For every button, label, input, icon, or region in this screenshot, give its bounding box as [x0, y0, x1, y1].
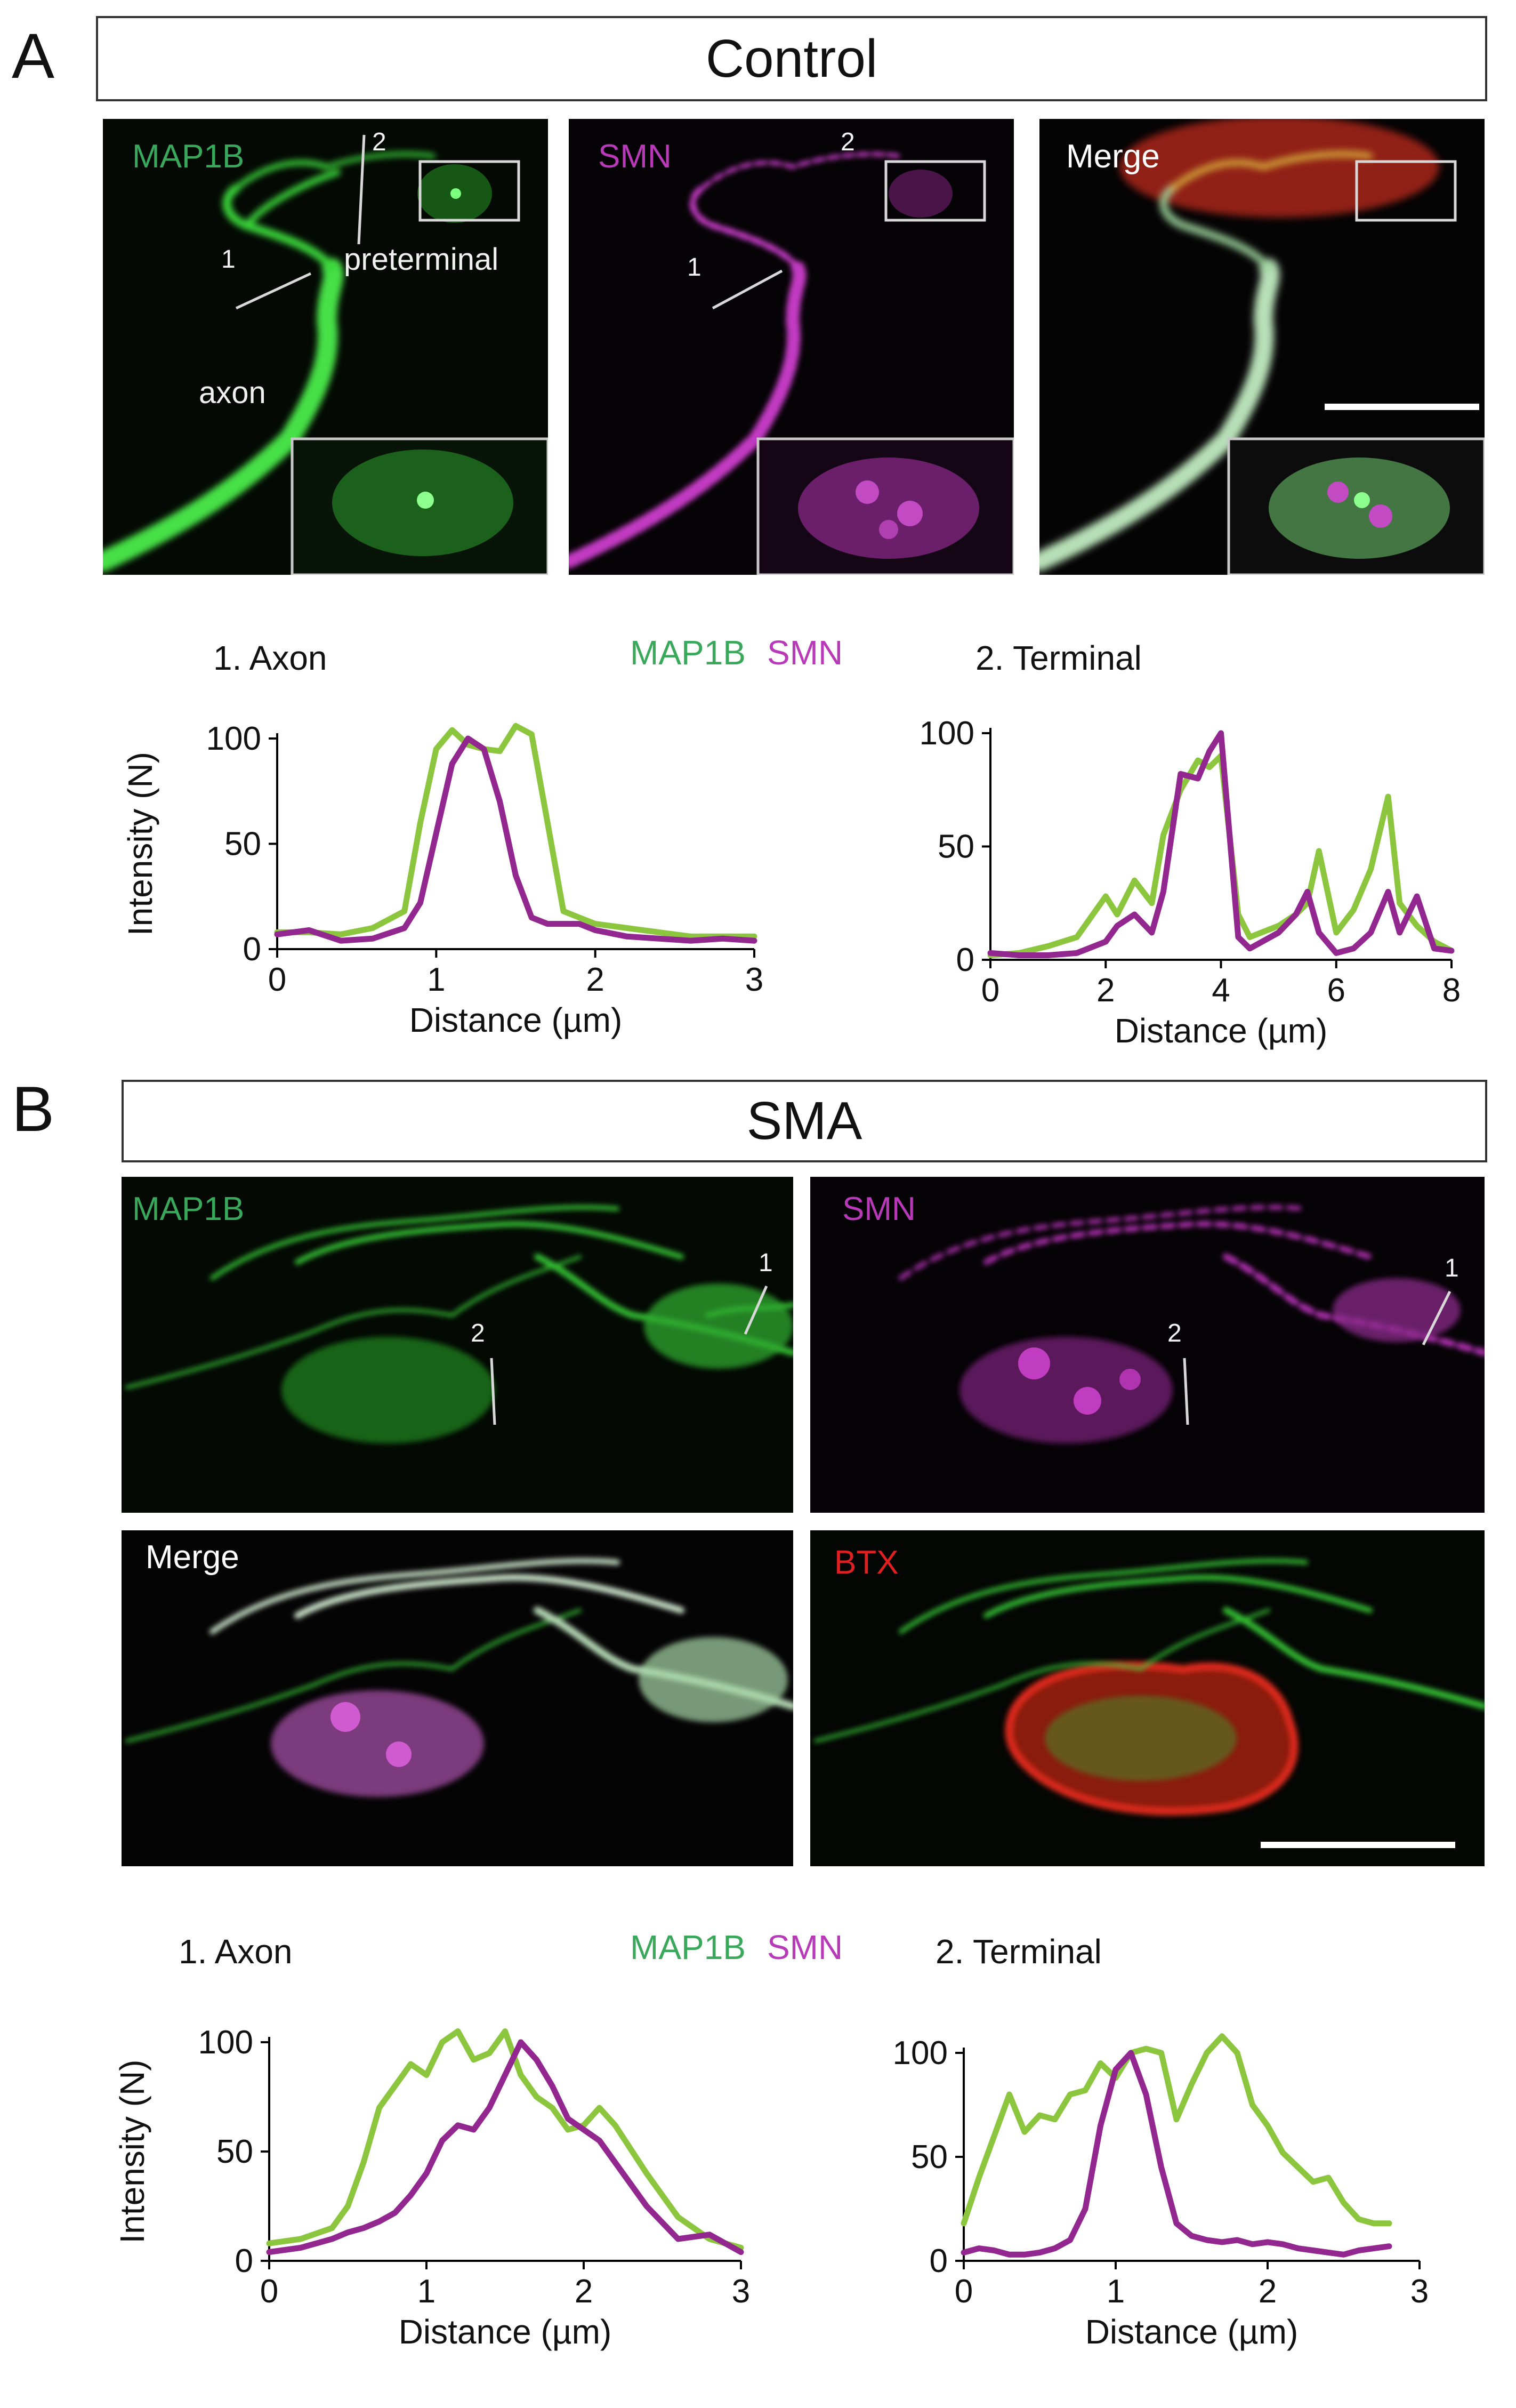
legend-a-smn: SMN	[767, 633, 843, 672]
panel-b-title: SMA	[122, 1080, 1487, 1162]
chart-3-ytick-label: 100	[893, 2035, 948, 2072]
channel-label-merge-b: Merge	[146, 1539, 239, 1576]
micrograph-a-merge: Merge	[1039, 119, 1485, 575]
chart-2-series-smn	[266, 2039, 744, 2256]
micrograph-b-map1b-art	[122, 1177, 793, 1513]
channel-label-smn-a: SMN	[598, 138, 672, 175]
legend-b: MAP1B SMN	[630, 1930, 864, 1964]
chart-1-xtick-label: 8	[1442, 972, 1461, 1009]
chart-2-xtick-label: 1	[417, 2273, 436, 2310]
line-label-1-a-smn: 1	[687, 253, 701, 282]
chart-2-xtick-label: 3	[732, 2273, 750, 2310]
micrograph-b-btx: BTX	[810, 1530, 1485, 1866]
chart-1-ytick-label: 50	[938, 829, 974, 865]
chart-1-series-map1b	[987, 753, 1455, 958]
chart-2-ytick-label: 100	[198, 2024, 253, 2061]
chart-2-xlabel: Distance (µm)	[399, 2313, 612, 2351]
line-label-2-b-smn: 2	[1167, 1319, 1182, 1347]
chart-2-ytick-label: 50	[216, 2133, 253, 2170]
line-label-1-a: 1	[221, 245, 236, 274]
chart-2-ylabel: Intensity (N)	[113, 2060, 151, 2244]
micrograph-a-smn-art	[569, 119, 1014, 575]
plot-title-b-axon: 1. Axon	[179, 1932, 293, 1971]
chart-0-series-smn	[274, 735, 757, 944]
chart-1-xlabel: Distance (µm)	[1115, 1012, 1328, 1050]
chart-2-ytick-label: 0	[235, 2243, 253, 2279]
channel-label-btx-b: BTX	[834, 1544, 899, 1581]
chart-0-xtick-label: 0	[268, 961, 286, 998]
plot-title-a-terminal: 2. Terminal	[975, 639, 1142, 677]
micrograph-b-smn-art	[810, 1177, 1485, 1513]
chart-1-xtick-label: 4	[1212, 972, 1230, 1009]
chart-0-ytick-label: 50	[224, 826, 261, 863]
micrograph-b-merge: Merge	[122, 1530, 793, 1866]
chart-0-xtick-label: 3	[745, 961, 763, 998]
chart-3-xtick-label: 0	[955, 2273, 973, 2310]
chart-1-xtick-label: 2	[1096, 972, 1115, 1009]
line-label-2-a: 2	[372, 128, 386, 156]
micrograph-a-merge-art	[1039, 119, 1485, 575]
micrograph-a-map1b: MAP1B 2 1 preterminal axon	[103, 119, 548, 575]
micrograph-a-map1b-art	[103, 119, 548, 575]
channel-label-merge-a: Merge	[1066, 138, 1160, 175]
chart-1-ytick-label: 0	[956, 942, 974, 978]
chart-0-xlabel: Distance (µm)	[409, 1001, 623, 1039]
channel-label-smn-b: SMN	[842, 1191, 916, 1227]
chart-1-xtick-label: 0	[981, 972, 999, 1009]
line-label-2-b: 2	[471, 1319, 485, 1347]
legend-b-map1b: MAP1B	[630, 1928, 746, 1966]
chart-2-xtick-label: 0	[260, 2273, 278, 2310]
preterminal-label: preterminal	[344, 242, 499, 277]
chart-3-ytick-label: 50	[911, 2139, 948, 2176]
chart-0-ytick-label: 0	[243, 931, 261, 968]
micrograph-b-map1b: MAP1B 2 1	[122, 1177, 793, 1513]
micrograph-a-smn: SMN 2 1	[569, 119, 1014, 575]
chart-3-xlabel: Distance (µm)	[1085, 2313, 1299, 2351]
legend-a-map1b: MAP1B	[630, 633, 746, 672]
chart-2-series-map1b	[266, 2028, 744, 2251]
chart-1-xtick-label: 6	[1327, 972, 1345, 1009]
plot-title-b-terminal: 2. Terminal	[936, 1932, 1102, 1971]
axon-label: axon	[199, 375, 266, 410]
panel-b-letter: B	[12, 1073, 55, 1145]
chart-3-xtick-label: 2	[1259, 2273, 1277, 2310]
chart-0-xtick-label: 2	[586, 961, 604, 998]
chart-3-series-map1b	[961, 2033, 1392, 2227]
channel-label-map1b-a: MAP1B	[132, 138, 245, 175]
micrograph-b-smn: SMN 2 1	[810, 1177, 1485, 1513]
chart-3-xtick-label: 3	[1410, 2273, 1429, 2310]
chart-1-ytick-label: 100	[920, 715, 974, 752]
chart-0-ylabel: Intensity (N)	[121, 752, 159, 936]
micrograph-b-btx-art	[810, 1530, 1485, 1866]
chart-0-ytick-label: 100	[206, 720, 261, 757]
chart-3-xtick-label: 1	[1107, 2273, 1125, 2310]
line-label-1-b: 1	[759, 1249, 773, 1277]
legend-b-smn: SMN	[767, 1928, 843, 1966]
chart-2-xtick-label: 2	[575, 2273, 593, 2310]
plot-title-a-axon: 1. Axon	[213, 639, 327, 677]
micrograph-b-merge-art	[122, 1530, 793, 1866]
line-label-2-a-smn: 2	[841, 128, 855, 156]
chart-3-series-smn	[961, 2050, 1392, 2258]
channel-label-map1b-b: MAP1B	[132, 1191, 245, 1227]
legend-a: MAP1B SMN	[630, 636, 864, 670]
line-label-1-b-smn: 1	[1445, 1254, 1459, 1282]
chart-0-xtick-label: 1	[427, 961, 445, 998]
panel-a-letter: A	[12, 20, 55, 92]
panel-a-title: Control	[96, 16, 1487, 101]
chart-3-ytick-label: 0	[930, 2243, 948, 2279]
chart-1-series-smn	[987, 730, 1455, 958]
chart-0-series-map1b	[274, 723, 757, 940]
